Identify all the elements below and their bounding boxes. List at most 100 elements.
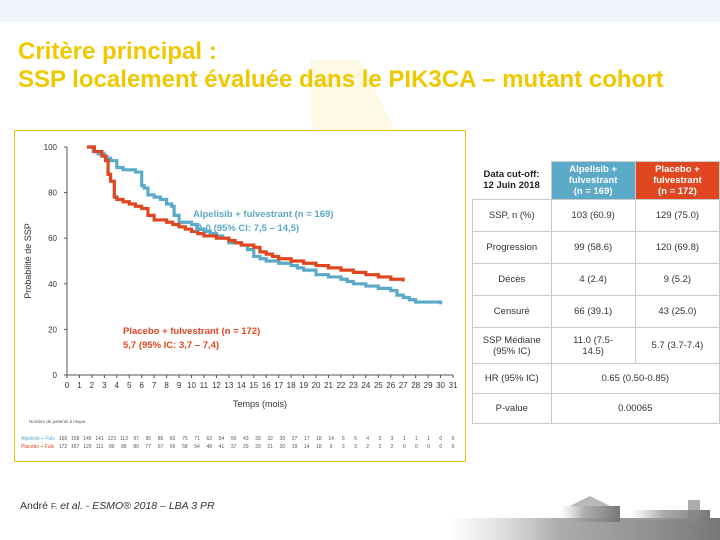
risk-value: 2: [366, 444, 369, 450]
risk-value: 172: [59, 444, 68, 450]
risk-value: 145: [83, 436, 92, 442]
x-tick-label: 6: [139, 381, 144, 390]
risk-value: 14: [328, 436, 334, 442]
slide-title: Critère principal : SSP localement évalu…: [18, 38, 664, 94]
risk-value: 30: [280, 436, 286, 442]
risk-value: 21: [267, 444, 273, 450]
risk-value: 3: [391, 436, 394, 442]
table-header-alpelisib: Alpelisib + fulvestrant (n = 169): [550, 161, 636, 200]
risk-value: 1: [403, 436, 406, 442]
x-tick-label: 9: [177, 381, 182, 390]
row-value-b: 129 (75.0): [634, 199, 720, 232]
risk-value: 0: [439, 444, 442, 450]
x-tick-label: 29: [424, 381, 433, 390]
series-label-1: Placebo + fulvestrant (n = 172): [123, 326, 260, 337]
footer-authors: André: [20, 500, 49, 512]
risk-value: 89: [109, 444, 115, 450]
row-value-a: 99 (58.6): [550, 231, 636, 264]
risk-value: 2: [391, 444, 394, 450]
y-tick-label: 60: [48, 234, 57, 243]
risk-value: 0: [439, 436, 442, 442]
y-axis-title: Probabilité de SSP: [23, 223, 33, 299]
x-tick-label: 18: [287, 381, 296, 390]
x-tick-label: 13: [224, 381, 233, 390]
chart-frame: 0 20 40 60 80 100 0 1 2 3 4 5 6 7 8 9 10 11 12 13 14 15 16 17 18…: [14, 130, 466, 462]
risk-value: 50: [231, 436, 237, 442]
risk-row-label: Placebo + Fulv: [21, 444, 55, 450]
risk-row-label: Alpelisib + Fulv: [21, 436, 55, 442]
table-header-placebo: Placebo + fulvestrant (n = 172): [634, 161, 720, 200]
risk-value: 2: [378, 444, 381, 450]
risk-value: 1: [427, 436, 430, 442]
risk-value: 18: [316, 436, 322, 442]
x-tick-label: 26: [386, 381, 395, 390]
x-tick-label: 1: [77, 381, 82, 390]
risk-value: 113: [120, 436, 128, 442]
results-table: Data cut-off: 12 Juin 2018 Alpelisib + f…: [472, 161, 720, 424]
pvalue-value: 0.00065: [550, 393, 720, 424]
risk-value: 62: [206, 436, 212, 442]
table-header-cutoff: Data cut-off: 12 Juin 2018: [472, 161, 552, 200]
title-line-2: SSP localement évaluée dans le PIK3CA – …: [18, 66, 664, 93]
risk-value: 39: [255, 436, 261, 442]
row-value-b: 43 (25.0): [634, 295, 720, 328]
y-tick-label: 20: [48, 325, 57, 334]
x-tick-label: 30: [436, 381, 445, 390]
x-tick-label: 0: [65, 381, 70, 390]
risk-value: 18: [316, 444, 322, 450]
risk-value: 0: [415, 444, 418, 450]
title-line-1: Critère principal :: [18, 38, 217, 65]
x-tick-label: 2: [90, 381, 95, 390]
risk-value: 169: [59, 436, 68, 442]
risk-value: 167: [71, 444, 80, 450]
x-tick-label: 28: [411, 381, 420, 390]
risk-value: 3: [378, 436, 381, 442]
risk-value: 58: [182, 444, 188, 450]
castle-illustration: [450, 496, 720, 540]
risk-value: 17: [304, 436, 310, 442]
row-value-a: 103 (60.9): [550, 199, 636, 232]
risk-value: 37: [231, 444, 237, 450]
risk-value: 43: [243, 436, 249, 442]
risk-value: 19: [292, 444, 298, 450]
km-curve-placebo: [86, 145, 405, 282]
risk-value: 0: [452, 444, 455, 450]
risk-value: 75: [182, 436, 188, 442]
risk-value: 9: [330, 444, 333, 450]
risk-value: 66: [170, 444, 176, 450]
series-summary-1: 5,7 (95% IC: 3,7 – 7,4): [123, 340, 219, 351]
x-tick-label: 23: [349, 381, 358, 390]
risk-value: 29: [255, 444, 261, 450]
table-row: SSP, n (%) 103 (60.9) 129 (75.0): [472, 199, 720, 232]
risk-value: 0: [427, 444, 430, 450]
row-label: Censuré: [472, 295, 552, 328]
row-value-b: 9 (5.2): [634, 263, 720, 296]
risk-value: 0: [403, 444, 406, 450]
risk-value: 123: [108, 436, 117, 442]
x-tick-label: 16: [262, 381, 271, 390]
x-axis-title: Temps (mois): [233, 399, 287, 409]
y-tick-label: 100: [44, 143, 58, 152]
risk-value: 54: [219, 436, 225, 442]
x-tick-label: 31: [449, 381, 458, 390]
footer-initial: F.: [50, 502, 58, 511]
risk-value: 32: [267, 436, 273, 442]
table-row: SSP Médiane (95% IC) 11.0 (7.5- 14.5) 5.…: [472, 327, 720, 364]
row-label: Décès: [472, 263, 552, 296]
risk-value: 3: [342, 444, 345, 450]
risk-value: 141: [95, 436, 104, 442]
row-label: SSP, n (%): [472, 199, 552, 232]
risk-value: 5: [342, 436, 345, 442]
row-value-a: 66 (39.1): [550, 295, 636, 328]
risk-value: 111: [96, 444, 104, 450]
x-tick-label: 15: [249, 381, 258, 390]
x-tick-label: 10: [187, 381, 196, 390]
x-tick-label: 22: [336, 381, 345, 390]
footer-etal: et al.: [60, 500, 83, 512]
pvalue-label: P-value: [472, 393, 552, 424]
top-bar: [0, 0, 720, 22]
x-tick-label: 17: [274, 381, 283, 390]
row-label: SSP Médiane (95% IC): [472, 327, 552, 364]
risk-value: 85: [158, 436, 164, 442]
